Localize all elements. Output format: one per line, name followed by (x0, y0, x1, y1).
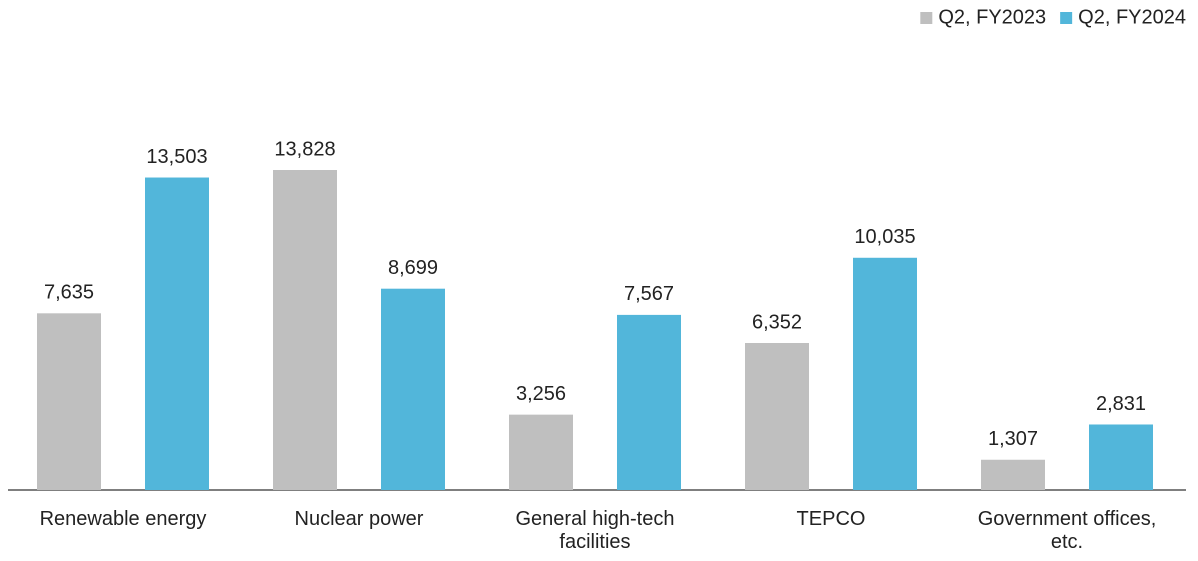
x-tick-label: Government offices, etc. (977, 508, 1157, 553)
data-label: 10,035 (854, 226, 915, 248)
x-tick-label: TEPCO (796, 508, 866, 530)
data-label: 8,699 (388, 257, 438, 279)
legend-swatch (920, 12, 933, 24)
bar (509, 414, 573, 490)
data-label: 13,503 (146, 146, 207, 168)
bar (981, 459, 1045, 490)
bar (381, 288, 445, 490)
data-label: 3,256 (516, 383, 566, 405)
bar (37, 313, 101, 490)
data-label: 6,352 (752, 311, 802, 333)
data-label: 2,831 (1096, 393, 1146, 415)
x-tick-label: General high-tech facilities (515, 508, 675, 553)
bar (1089, 424, 1153, 490)
x-tick-label: Renewable energy (39, 508, 207, 530)
bar (745, 343, 809, 490)
bar (617, 314, 681, 490)
x-tick-label: Nuclear power (294, 508, 424, 530)
data-label: 1,307 (988, 428, 1038, 450)
data-label: 7,635 (44, 282, 94, 304)
bar (853, 257, 917, 490)
legend-label: Q2, FY2024 (1078, 6, 1186, 28)
data-label: 13,828 (274, 138, 335, 160)
bar (145, 177, 209, 490)
data-label: 7,567 (624, 283, 674, 305)
legend-label: Q2, FY2023 (938, 6, 1046, 28)
bar (273, 170, 337, 490)
legend-swatch (1060, 12, 1073, 24)
